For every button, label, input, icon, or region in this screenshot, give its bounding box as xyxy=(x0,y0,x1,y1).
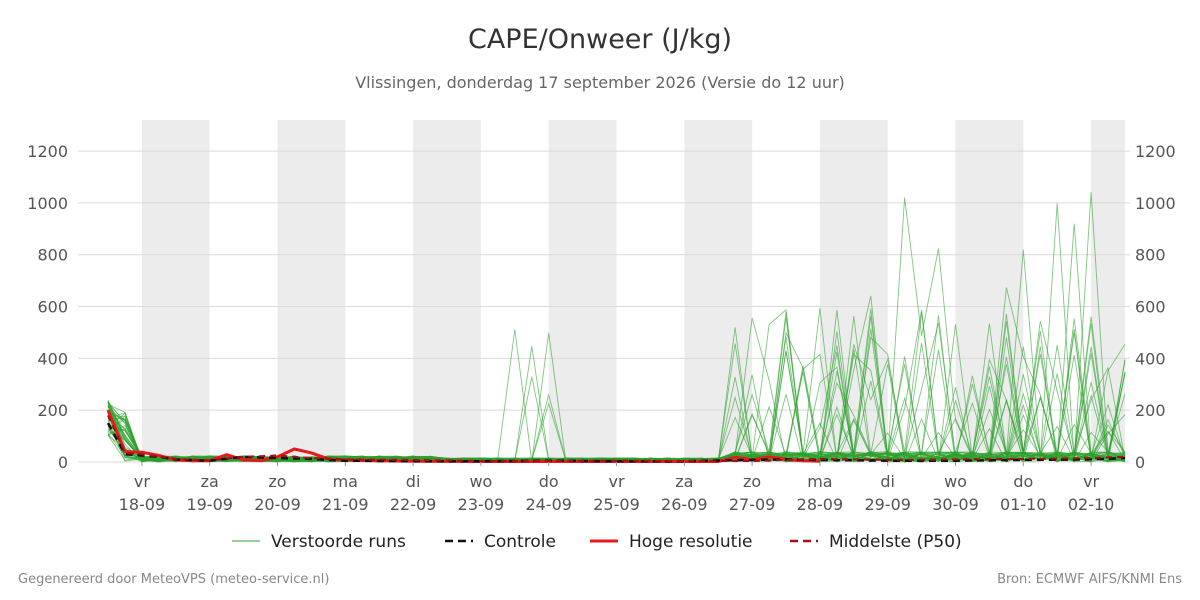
x-tick-day: ma xyxy=(807,472,832,491)
footer-credit: Gegenereerd door MeteoVPS (meteo-service… xyxy=(18,572,330,587)
x-tick-date: 18-09 xyxy=(119,495,166,514)
x-tick-day: di xyxy=(406,472,421,491)
y-tick-label-right: 0 xyxy=(1135,453,1145,472)
x-tick-date: 26-09 xyxy=(661,495,708,514)
chart-title: CAPE/Onweer (J/kg) xyxy=(467,24,732,55)
legend-label-ensemble: Verstoorde runs xyxy=(271,532,406,552)
x-tick-date: 20-09 xyxy=(254,495,301,514)
y-tick-label-right: 1200 xyxy=(1135,142,1176,161)
legend: Verstoorde runs Controle Hoge resolutie Mid… xyxy=(232,532,962,552)
y-tick-label-left: 1200 xyxy=(27,142,68,161)
x-axis-labels: vr 18-09 za 19-09 zo 20-09 ma 21-09 di 22-09 wo 23-… xyxy=(119,462,1115,514)
x-tick-day: za xyxy=(675,472,693,491)
x-tick-date: 29-09 xyxy=(864,495,911,514)
y-tick-label-right: 800 xyxy=(1135,246,1166,265)
x-tick-day: wo xyxy=(469,472,492,491)
y-tick-label-left: 400 xyxy=(37,349,68,368)
x-tick-date: 27-09 xyxy=(729,495,776,514)
y-tick-label-right: 200 xyxy=(1135,401,1166,420)
ensemble-run-line xyxy=(107,249,1126,463)
legend-label-hires: Hoge resolutie xyxy=(629,532,753,552)
y-tick-label-left: 0 xyxy=(58,453,68,472)
x-tick-day: vr xyxy=(1083,472,1099,491)
y-tick-label-right: 400 xyxy=(1135,349,1166,368)
y-axis-labels: 0 0 200 200 400 400 600 600 800 800 1000 1000 1200 12… xyxy=(27,142,1175,472)
x-tick-date: 23-09 xyxy=(458,495,505,514)
x-tick-date: 21-09 xyxy=(322,495,369,514)
y-tick-label-right: 600 xyxy=(1135,298,1166,317)
x-tick-day: di xyxy=(880,472,895,491)
x-tick-day: vr xyxy=(134,472,150,491)
x-tick-date: 19-09 xyxy=(186,495,233,514)
y-tick-label-left: 1000 xyxy=(27,194,68,213)
day-shade xyxy=(548,120,617,462)
x-tick-day: wo xyxy=(944,472,967,491)
series-line-median xyxy=(107,414,1126,462)
y-tick-label-left: 800 xyxy=(37,246,68,265)
x-tick-date: 30-09 xyxy=(932,495,979,514)
x-tick-day: do xyxy=(1013,472,1033,491)
x-tick-day: ma xyxy=(333,472,358,491)
x-tick-date: 25-09 xyxy=(593,495,640,514)
x-tick-day: vr xyxy=(608,472,624,491)
legend-label-control: Controle xyxy=(484,532,556,552)
x-tick-date: 01-10 xyxy=(1000,495,1047,514)
x-tick-day: zo xyxy=(268,472,286,491)
footer-source: Bron: ECMWF AIFS/KNMI Ens xyxy=(997,572,1182,587)
y-tick-label-right: 1000 xyxy=(1135,194,1176,213)
x-tick-date: 22-09 xyxy=(390,495,437,514)
legend-label-median: Middelste (P50) xyxy=(829,532,962,552)
x-tick-date: 28-09 xyxy=(797,495,844,514)
day-shade xyxy=(277,120,346,462)
main-series xyxy=(106,409,1126,463)
chart-subtitle: Vlissingen, donderdag 17 september 2026 … xyxy=(355,73,845,92)
x-tick-day: za xyxy=(201,472,219,491)
y-tick-label-left: 600 xyxy=(37,298,68,317)
weekend-shading xyxy=(141,120,1125,462)
x-tick-date: 24-09 xyxy=(525,495,572,514)
day-shade xyxy=(413,120,481,462)
day-shade xyxy=(141,120,210,462)
x-tick-day: zo xyxy=(743,472,761,491)
y-tick-label-left: 200 xyxy=(37,401,68,420)
x-tick-date: 02-10 xyxy=(1068,495,1115,514)
x-tick-day: do xyxy=(539,472,559,491)
